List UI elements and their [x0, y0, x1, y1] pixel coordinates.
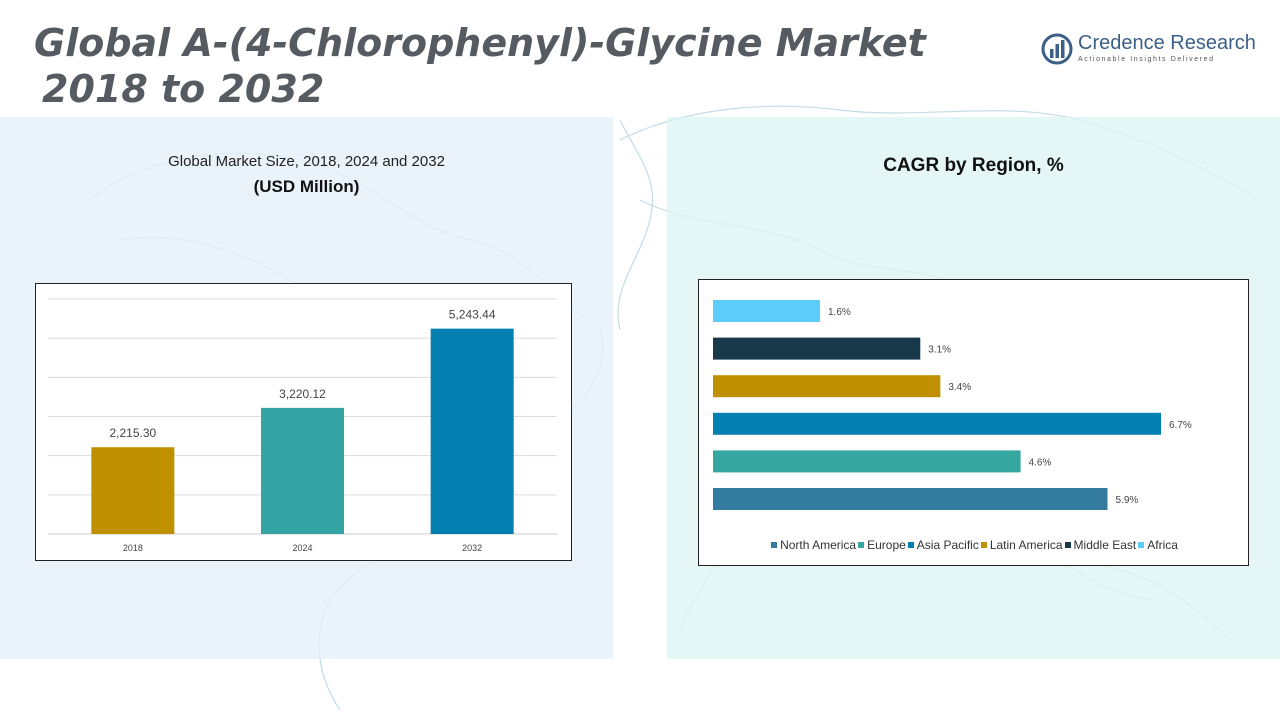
- legend-label: North America: [780, 538, 857, 552]
- legend-label: Asia Pacific: [916, 538, 979, 552]
- bar-value-label: 2,215.30: [109, 426, 156, 440]
- hbar-value-label: 4.6%: [1029, 457, 1052, 468]
- bar-value-label: 5,243.44: [449, 308, 496, 322]
- cagr-chart: 5.9% 4.6% 6.7% 3.4% 3.1% 1.6% North America Eu…: [698, 279, 1249, 566]
- title-line-2: 2018 to 2032: [42, 67, 325, 111]
- hbar-north-america: [713, 488, 1108, 510]
- bar-value-label: 3,220.12: [279, 387, 326, 401]
- hbar-asia-pacific: [713, 412, 1161, 435]
- cagr-chart-svg: 5.9% 4.6% 6.7% 3.4% 3.1% 1.6%: [713, 300, 1192, 510]
- hbar-middle-east: [713, 337, 921, 360]
- bar-2018: [91, 447, 175, 534]
- legend-swatch: [1138, 542, 1145, 548]
- legend-swatch: [771, 542, 778, 548]
- logo-tagline: Actionable Insights Delivered: [1078, 56, 1215, 63]
- title-line-1: Global A-(4-Chlorophenyl)-Glycine Market: [34, 21, 926, 65]
- legend-swatch: [1064, 542, 1071, 548]
- hbar-value-label: 3.1%: [928, 345, 951, 356]
- legend-item-europe: Europe: [858, 538, 906, 552]
- logo-name: Credence Research: [1078, 32, 1256, 54]
- page-title: Global A-(4-Chlorophenyl)-Glycine Market…: [34, 20, 926, 112]
- cagr-subtitle: CAGR by Region, %: [883, 155, 1064, 176]
- market-size-chart: 2,215.30 2018 3,220.12 2024 5,243.44 2032: [35, 283, 572, 561]
- hbar-africa: [713, 300, 820, 322]
- legend-swatch: [980, 542, 987, 548]
- legend-item-africa: Africa: [1138, 538, 1178, 552]
- x-tick-label: 2032: [462, 543, 482, 553]
- market-size-chart-svg: 2,215.30 2018 3,220.12 2024 5,243.44 2032: [48, 298, 557, 553]
- legend-label: Europe: [867, 538, 906, 552]
- hbar-value-label: 5.9%: [1116, 495, 1139, 506]
- legend-item-latin-america: Latin America: [980, 538, 1063, 552]
- cagr-legend: North America Europe Asia Pacific Latin Ame…: [699, 538, 1250, 552]
- market-size-unit: (USD Million): [253, 177, 360, 196]
- hbar-value-label: 1.6%: [828, 307, 851, 318]
- bar-2032: [430, 328, 514, 534]
- bar-2024: [261, 407, 344, 534]
- market-size-subtitle: Global Market Size, 2018, 2024 and 2032: [168, 153, 445, 170]
- legend-label: Africa: [1147, 538, 1178, 552]
- bar-chart-logo-icon: [1041, 33, 1073, 65]
- legend-item-north-america: North America: [771, 538, 856, 552]
- x-tick-label: 2018: [123, 543, 143, 553]
- legend-label: Latin America: [989, 538, 1063, 552]
- x-tick-label: 2024: [292, 543, 312, 553]
- legend-item-asia-pacific: Asia Pacific: [907, 538, 979, 552]
- legend-item-middle-east: Middle East: [1064, 538, 1137, 552]
- legend-swatch: [858, 542, 865, 548]
- hbar-value-label: 3.4%: [948, 382, 971, 393]
- hbar-latin-america: [713, 375, 941, 398]
- legend-swatch: [907, 542, 914, 548]
- hbar-europe: [713, 450, 1021, 473]
- company-logo: Credence Research Actionable Insights De…: [1040, 30, 1260, 70]
- hbar-value-label: 6.7%: [1169, 420, 1192, 431]
- legend-label: Middle East: [1073, 538, 1137, 552]
